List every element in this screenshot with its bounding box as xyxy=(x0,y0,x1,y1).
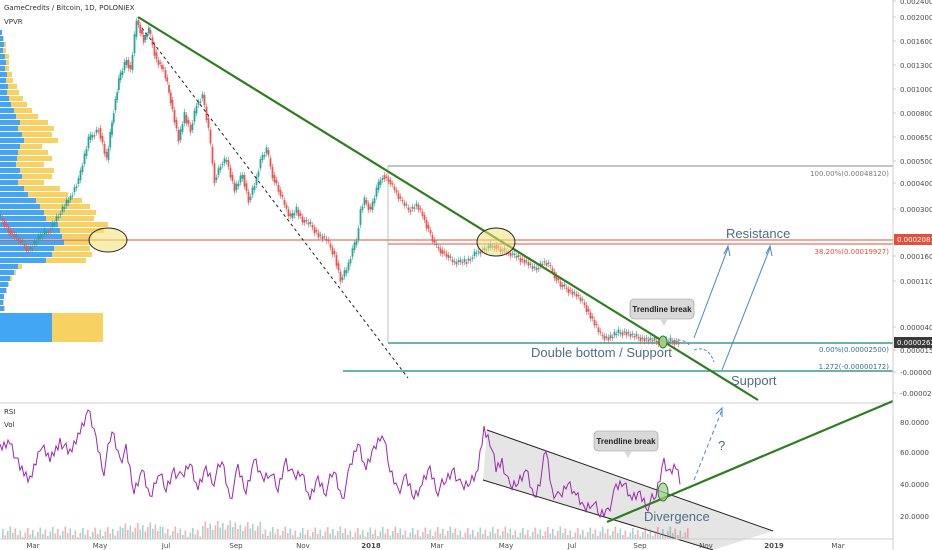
rsi-question-annotation: ? xyxy=(718,438,725,453)
rsi-tick-label: 60.0000 xyxy=(900,449,929,457)
price-tick-label: 0.00001500 xyxy=(900,347,932,355)
price-tick-label: -0.00000500 xyxy=(900,369,932,377)
resistance-annotation: Resistance xyxy=(726,226,790,241)
main-downtrend-line[interactable] xyxy=(137,16,759,401)
price-tick-label: 0.00065000 xyxy=(900,134,932,142)
current-price-badge: 0.00020814 xyxy=(894,234,932,245)
rsi-support-trendline[interactable] xyxy=(606,399,894,524)
rsi-channel xyxy=(482,429,774,550)
dashed-trendline[interactable] xyxy=(141,27,409,379)
price-tick-label: 0.00100000 xyxy=(900,86,932,94)
time-tick-label: Sep xyxy=(229,542,243,550)
trendline-break-callout-rsi: Trendline break xyxy=(593,430,659,458)
price-tick-label: -0.00002500 xyxy=(900,390,932,398)
rsi-label: RSI xyxy=(4,408,15,416)
fib-100-label: 100.00%(0.00048120) xyxy=(810,170,889,178)
price-tick-label: 0.00080000 xyxy=(900,110,932,118)
trendline-break-callout-price: Trendline break xyxy=(629,298,695,326)
vpvr-highlight-ellipse xyxy=(88,227,128,253)
time-tick-label: May xyxy=(499,542,513,550)
rsi-line xyxy=(0,409,681,519)
rsi-axis: 80.0000 60.0000 40.0000 20.0000 xyxy=(900,419,929,521)
divergence-annotation: Divergence xyxy=(644,509,710,524)
fib-0-label: 0.00%(0.00002500) xyxy=(819,346,889,354)
vol-label: Vol xyxy=(4,421,15,429)
resistance-highlight-ellipse xyxy=(476,227,516,257)
price-tick-label: 0.00050000 xyxy=(900,158,932,166)
price-axis: 0.00240000 0.00200000 0.00160000 0.00130000… xyxy=(893,0,932,398)
arrow-to-resistance-2 xyxy=(721,247,771,371)
fib-levels: 100.00%(0.00048120) 38.20%(0.00019927) 0… xyxy=(0,165,893,372)
trendline-break-rsi-text: Trendline break xyxy=(596,437,656,446)
pullback-curve-1 xyxy=(667,339,691,347)
arrow-to-resistance-1 xyxy=(693,247,729,339)
trendline-break-price-text: Trendline break xyxy=(632,305,692,314)
arrowhead-2 xyxy=(765,244,773,257)
time-tick-label: May xyxy=(93,542,107,550)
time-tick-label: Sep xyxy=(633,542,647,550)
fib-382-label: 38.20%(0.00019927) xyxy=(815,248,890,256)
support-annotation: Support xyxy=(731,373,777,388)
price-tick-label: 0.00130000 xyxy=(900,62,932,70)
double-bottom-annotation: Double bottom / Support xyxy=(531,345,672,360)
price-tick-label: 0.00004000 xyxy=(900,324,932,332)
time-tick-label: 2019 xyxy=(764,542,784,550)
volume-bars xyxy=(2,520,689,539)
price-tick-label: 0.00240000 xyxy=(900,0,932,6)
fib-1272-label: 1.272(-0.00000172) xyxy=(819,363,890,371)
current-price-text: 0.00020814 xyxy=(897,236,932,244)
price-tick-label: 0.00030000 xyxy=(900,206,932,214)
time-tick-label: Nov xyxy=(296,542,310,550)
price-candles xyxy=(0,17,680,348)
time-tick-label: Jul xyxy=(161,542,171,550)
price-tick-label: 0.00160000 xyxy=(900,38,932,46)
time-axis: Mar May Jul Sep Nov 2018 Mar May Jul Sep Nov 2019 Ma… xyxy=(26,542,844,550)
time-tick-label: Mar xyxy=(831,542,844,550)
price-tick-label: 0.00040000 xyxy=(900,180,932,188)
arrowhead-1 xyxy=(723,244,731,257)
chart-title: GameCredits / Bitcoin, 1D, POLONIEX xyxy=(4,4,135,12)
price-tick-label: 0.00016000 xyxy=(900,253,932,261)
price-tick-label: 0.00200000 xyxy=(900,14,932,22)
arrowhead-3 xyxy=(715,406,723,417)
rsi-projection-arrow xyxy=(693,409,723,481)
volume-profile xyxy=(0,30,108,342)
rsi-tick-label: 80.0000 xyxy=(900,419,929,427)
rsi-tick-label: 40.0000 xyxy=(900,481,929,489)
projection-arrows xyxy=(667,244,773,481)
time-tick-label: Nov xyxy=(699,542,713,550)
price-trendlines xyxy=(137,16,759,401)
time-tick-label: Jul xyxy=(567,542,577,550)
rsi-tick-label: 20.0000 xyxy=(900,513,929,521)
vpvr-label: VPVR xyxy=(4,18,23,26)
price-tick-label: 0.00011000 xyxy=(900,278,932,286)
pullback-curve-2 xyxy=(693,348,715,363)
time-tick-label: Mar xyxy=(430,542,443,550)
breakout-point-ellipse xyxy=(658,335,668,349)
time-tick-label: 2018 xyxy=(361,542,381,550)
last-price-text: 0.00002621 xyxy=(897,339,932,347)
rsi-breakout-ellipse xyxy=(657,482,669,502)
last-price-badge: 0.00002621 xyxy=(894,337,932,348)
time-tick-label: Mar xyxy=(26,542,39,550)
